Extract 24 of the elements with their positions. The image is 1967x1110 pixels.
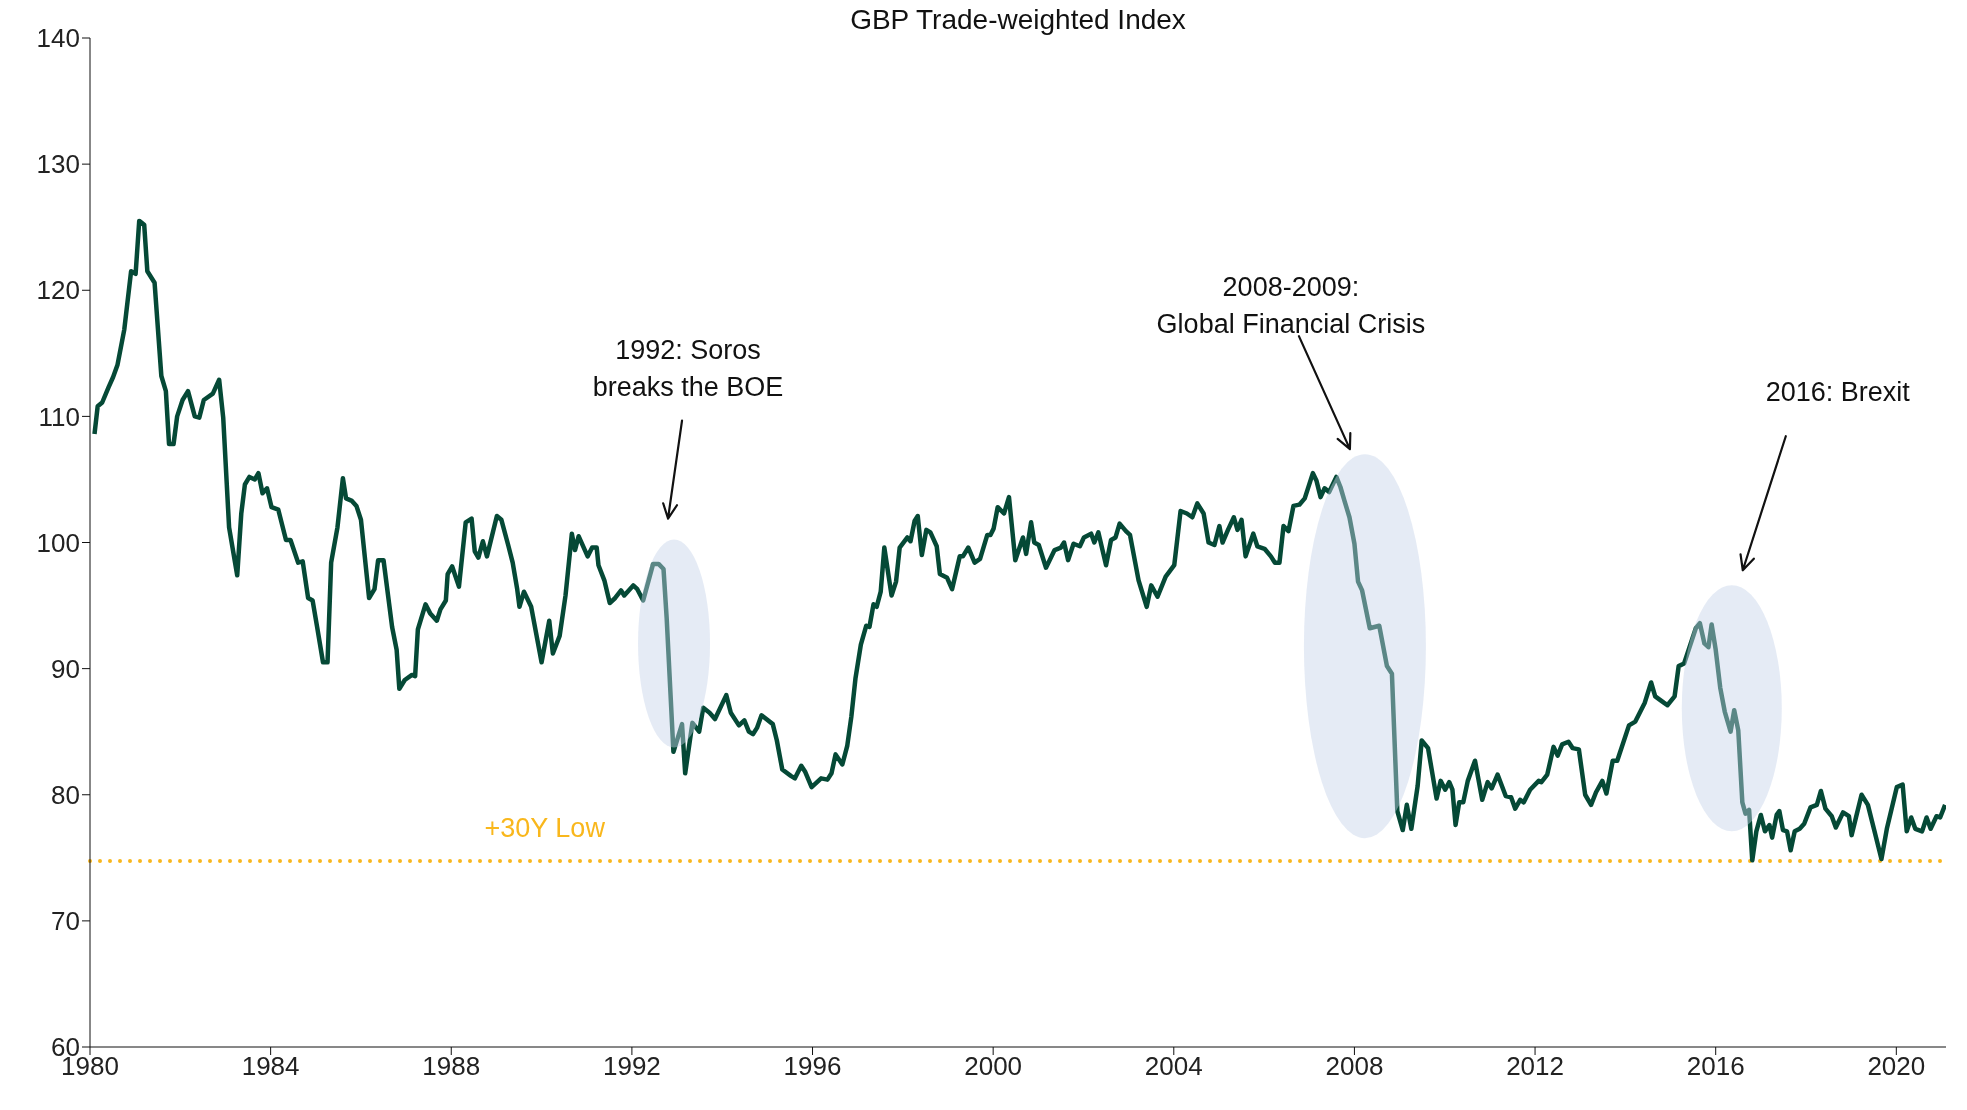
x-tick-label: 1988 bbox=[422, 1051, 481, 1082]
y-tick-label: 130 bbox=[36, 149, 80, 180]
chart-title: GBP Trade-weighted Index bbox=[849, 4, 1187, 36]
x-tick-label: 2016 bbox=[1686, 1051, 1745, 1082]
y-tick-label: 100 bbox=[36, 527, 80, 558]
y-tick-label: 80 bbox=[51, 779, 80, 810]
x-tick-label: 2012 bbox=[1506, 1051, 1564, 1082]
x-tick-label: 2020 bbox=[1867, 1051, 1926, 1082]
y-tick-label: 140 bbox=[36, 23, 80, 54]
x-tick-label: 2004 bbox=[1144, 1051, 1203, 1082]
annotation: 2016: Brexit bbox=[1765, 377, 1911, 408]
x-tick-label: 1984 bbox=[241, 1051, 300, 1082]
y-tick-label: 70 bbox=[51, 906, 80, 937]
y-tick-label: 90 bbox=[51, 653, 80, 684]
ref-line-label: +30Y Low bbox=[484, 812, 606, 843]
x-tick-label: 1996 bbox=[783, 1051, 842, 1082]
annotation: 1992: Soros breaks the BOE bbox=[592, 335, 784, 403]
x-tick-label: 2008 bbox=[1325, 1051, 1384, 1082]
annotation: 2008-2009: Global Financial Crisis bbox=[1156, 271, 1426, 339]
line-series bbox=[92, 218, 1946, 863]
y-tick-label: 120 bbox=[36, 275, 80, 306]
x-tick-label: 1992 bbox=[602, 1051, 661, 1082]
y-tick-label: 110 bbox=[38, 401, 80, 432]
x-tick-label: 2000 bbox=[964, 1051, 1023, 1082]
